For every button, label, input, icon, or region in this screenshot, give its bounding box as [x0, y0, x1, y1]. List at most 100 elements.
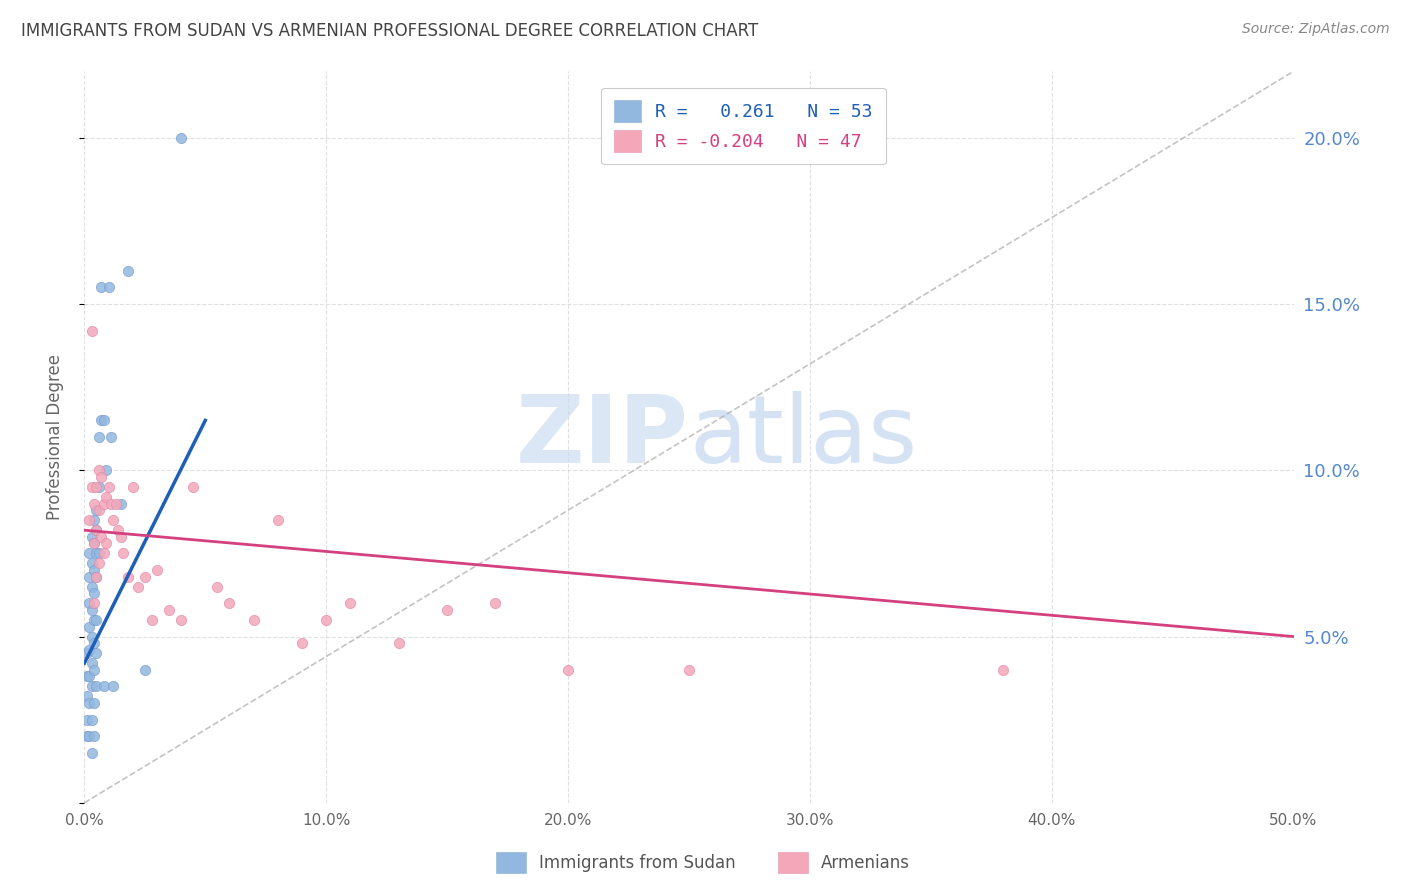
Point — [107, 523, 129, 537]
Point — [83, 497, 105, 511]
Y-axis label: Professional Degree: Professional Degree — [45, 354, 63, 520]
Point — [80, 557, 103, 571]
Point — [80, 480, 103, 494]
Point — [94, 463, 117, 477]
Point — [77, 513, 100, 527]
Point — [80, 656, 103, 670]
Point — [80, 580, 103, 594]
Point — [77, 696, 100, 710]
Legend: Immigrants from Sudan, Armenians: Immigrants from Sudan, Armenians — [489, 846, 917, 880]
Point — [83, 536, 105, 550]
Point — [93, 497, 115, 511]
Point — [83, 729, 105, 743]
Point — [90, 280, 112, 294]
Point — [170, 613, 193, 627]
Point — [93, 680, 115, 694]
Legend: R =   0.261   N = 53, R = -0.204   N = 47: R = 0.261 N = 53, R = -0.204 N = 47 — [602, 87, 886, 164]
Point — [86, 646, 108, 660]
Point — [77, 729, 100, 743]
Point — [134, 663, 156, 677]
Point — [76, 669, 98, 683]
Point — [117, 264, 139, 278]
Point — [83, 513, 105, 527]
Point — [103, 513, 125, 527]
Point — [94, 490, 117, 504]
Point — [94, 536, 117, 550]
Point — [80, 680, 103, 694]
Point — [90, 530, 112, 544]
Point — [83, 663, 105, 677]
Point — [157, 603, 180, 617]
Point — [87, 430, 110, 444]
Point — [110, 497, 132, 511]
Point — [90, 413, 112, 427]
Point — [97, 280, 120, 294]
Point — [83, 636, 105, 650]
Text: Source: ZipAtlas.com: Source: ZipAtlas.com — [1241, 22, 1389, 37]
Point — [315, 613, 337, 627]
Point — [86, 680, 108, 694]
Point — [83, 586, 105, 600]
Point — [77, 546, 100, 560]
Point — [86, 523, 108, 537]
Point — [83, 696, 105, 710]
Point — [207, 580, 229, 594]
Point — [76, 690, 98, 704]
Point — [86, 503, 108, 517]
Point — [76, 713, 98, 727]
Point — [76, 729, 98, 743]
Point — [267, 513, 290, 527]
Point — [87, 480, 110, 494]
Point — [170, 131, 193, 145]
Point — [110, 530, 132, 544]
Point — [76, 646, 98, 660]
Text: IMMIGRANTS FROM SUDAN VS ARMENIAN PROFESSIONAL DEGREE CORRELATION CHART: IMMIGRANTS FROM SUDAN VS ARMENIAN PROFES… — [21, 22, 758, 40]
Point — [134, 570, 156, 584]
Point — [86, 613, 108, 627]
Point — [83, 536, 105, 550]
Point — [83, 563, 105, 577]
Point — [80, 324, 103, 338]
Point — [77, 643, 100, 657]
Point — [86, 546, 108, 560]
Point — [93, 546, 115, 560]
Point — [87, 503, 110, 517]
Point — [993, 663, 1015, 677]
Point — [436, 603, 458, 617]
Point — [100, 430, 122, 444]
Point — [484, 596, 506, 610]
Point — [117, 570, 139, 584]
Point — [86, 570, 108, 584]
Point — [83, 596, 105, 610]
Point — [80, 530, 103, 544]
Point — [557, 663, 579, 677]
Point — [93, 413, 115, 427]
Point — [77, 596, 100, 610]
Point — [103, 680, 125, 694]
Point — [87, 463, 110, 477]
Point — [127, 580, 149, 594]
Point — [80, 630, 103, 644]
Point — [146, 563, 169, 577]
Point — [97, 480, 120, 494]
Point — [121, 480, 143, 494]
Point — [80, 746, 103, 760]
Point — [86, 523, 108, 537]
Point — [87, 557, 110, 571]
Point — [291, 636, 314, 650]
Point — [77, 669, 100, 683]
Point — [83, 613, 105, 627]
Point — [112, 546, 135, 560]
Point — [77, 619, 100, 633]
Point — [339, 596, 361, 610]
Point — [90, 470, 112, 484]
Point — [181, 480, 204, 494]
Point — [80, 603, 103, 617]
Point — [141, 613, 163, 627]
Point — [87, 546, 110, 560]
Text: atlas: atlas — [689, 391, 917, 483]
Point — [86, 480, 108, 494]
Point — [100, 497, 122, 511]
Text: ZIP: ZIP — [516, 391, 689, 483]
Point — [80, 713, 103, 727]
